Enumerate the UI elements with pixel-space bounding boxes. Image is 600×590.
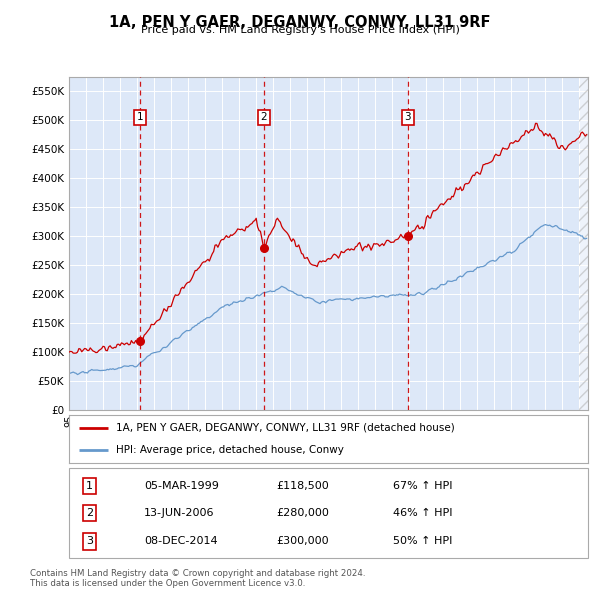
Text: 3: 3: [86, 536, 93, 546]
Text: 46% ↑ HPI: 46% ↑ HPI: [394, 508, 453, 517]
Text: 1A, PEN Y GAER, DEGANWY, CONWY, LL31 9RF (detached house): 1A, PEN Y GAER, DEGANWY, CONWY, LL31 9RF…: [116, 423, 454, 433]
Text: 67% ↑ HPI: 67% ↑ HPI: [394, 481, 453, 491]
Text: 08-DEC-2014: 08-DEC-2014: [144, 536, 218, 546]
Text: £300,000: £300,000: [277, 536, 329, 546]
Text: 05-MAR-1999: 05-MAR-1999: [144, 481, 219, 491]
Text: 13-JUN-2006: 13-JUN-2006: [144, 508, 215, 517]
Bar: [580, 77, 588, 410]
Text: 2: 2: [260, 112, 267, 122]
Text: 1: 1: [137, 112, 143, 122]
Text: £280,000: £280,000: [277, 508, 329, 517]
Text: Contains HM Land Registry data © Crown copyright and database right 2024.
This d: Contains HM Land Registry data © Crown c…: [30, 569, 365, 588]
Text: Price paid vs. HM Land Registry's House Price Index (HPI): Price paid vs. HM Land Registry's House …: [140, 25, 460, 35]
Text: 2: 2: [86, 508, 94, 517]
Text: 50% ↑ HPI: 50% ↑ HPI: [394, 536, 453, 546]
Text: 3: 3: [404, 112, 411, 122]
Text: HPI: Average price, detached house, Conwy: HPI: Average price, detached house, Conw…: [116, 445, 344, 455]
Text: £118,500: £118,500: [277, 481, 329, 491]
Text: 1A, PEN Y GAER, DEGANWY, CONWY, LL31 9RF: 1A, PEN Y GAER, DEGANWY, CONWY, LL31 9RF: [109, 15, 491, 30]
Text: 1: 1: [86, 481, 93, 491]
